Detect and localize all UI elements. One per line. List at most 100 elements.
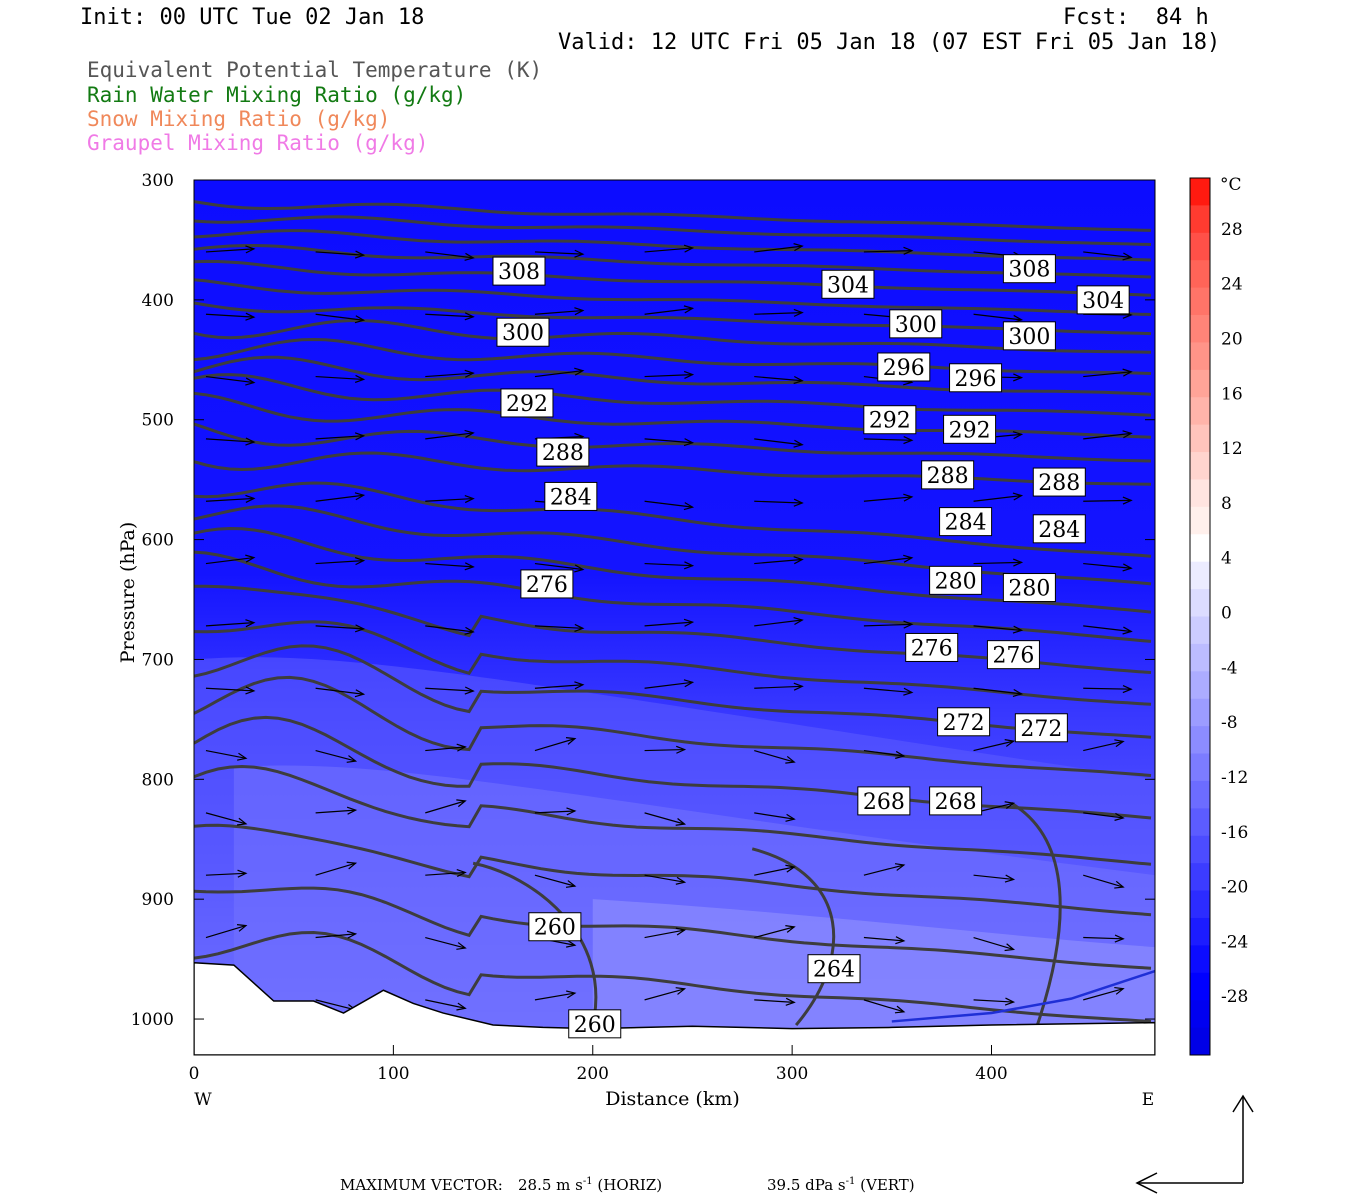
contour-label-text: 296: [883, 356, 925, 381]
contour-label: 288: [921, 460, 975, 490]
contour-label-text: 292: [869, 409, 911, 434]
wind-vector: [973, 874, 1016, 883]
wind-vector: [205, 375, 256, 386]
wind-vector: [205, 812, 248, 826]
colorbar-tick-label: 0: [1221, 604, 1232, 624]
contour-label: 288: [536, 437, 590, 467]
contour-label-box: [929, 786, 983, 816]
contour-label-text: 292: [506, 392, 548, 417]
contour-label-box: [500, 388, 554, 418]
contour-label: 296: [949, 363, 1003, 393]
contour-label-box: [492, 256, 546, 286]
x-tick-label: 300: [776, 1064, 808, 1084]
wind-vector: [315, 749, 358, 763]
y-tick-label: 500: [142, 411, 174, 431]
wind-vector: [863, 749, 906, 759]
contour-label: 272: [937, 707, 991, 737]
contour-label: 308: [492, 256, 546, 286]
contour-label-box: [949, 363, 1003, 393]
wind-vector: [315, 861, 358, 876]
contour-label-box: [1002, 321, 1056, 351]
contour-label: 292: [500, 388, 554, 418]
y-tick-label: 400: [142, 291, 174, 311]
colorbar-swatch: [1190, 534, 1210, 563]
wind-vector: [644, 618, 695, 627]
contour-label-text: 260: [574, 1013, 616, 1038]
wind-vector: [425, 936, 467, 950]
colorbar-swatch: [1190, 287, 1210, 316]
contour-label-text: 304: [827, 273, 869, 298]
colorbar-swatch: [1190, 589, 1210, 617]
wind-vector: [644, 874, 687, 885]
contour-label-box: [889, 309, 943, 339]
max-vector-label: MAXIMUM VECTOR:: [340, 1176, 503, 1194]
contour-label: 300: [496, 317, 550, 347]
colorbar-swatch: [1190, 205, 1210, 234]
y-tick-label: 900: [142, 890, 174, 910]
colorbar-swatch: [1190, 1027, 1210, 1056]
contour-label-text: 288: [542, 441, 584, 466]
wind-vector: [205, 924, 248, 939]
contour-label: 300: [1002, 321, 1056, 351]
colorbar-swatch: [1190, 452, 1210, 480]
contour-label-text: 264: [813, 958, 855, 983]
wind-vector: [315, 624, 366, 633]
contour-label-box: [821, 269, 875, 299]
contour-label-box: [1002, 573, 1056, 603]
contour-label-text: 300: [502, 321, 544, 346]
colorbar-swatch: [1190, 835, 1210, 864]
plot-frame: [193, 179, 1156, 1056]
valid-time: Valid: 12 UTC Fri 05 Jan 18 (07 EST Fri …: [558, 30, 1221, 55]
colorbar-swatch: [1190, 808, 1210, 837]
contour-label-text: 288: [927, 464, 969, 489]
colorbar-swatch: [1190, 1000, 1210, 1029]
theta-e-contour-line: [1010, 802, 1062, 1026]
wind-vector: [644, 438, 695, 447]
wind-vector: [425, 562, 475, 571]
wind-vector: [1083, 874, 1125, 889]
contour-label-box: [921, 460, 975, 490]
legend-theta-e: Equivalent Potential Temperature (K): [87, 58, 543, 82]
contour-label-box: [1032, 467, 1086, 497]
colorbar-tick-label: -12: [1221, 768, 1248, 788]
contour-label-box: [877, 352, 931, 382]
colorbar-tick-label: -8: [1221, 713, 1238, 733]
wind-vector: [973, 936, 1016, 952]
y-tick-label: 1000: [131, 1010, 174, 1030]
contour-label-box: [1076, 285, 1130, 315]
contour-label: 284: [939, 507, 993, 537]
contour-label-box: [544, 481, 598, 511]
wind-vector: [644, 561, 695, 570]
contour-label-text: 300: [895, 313, 937, 338]
x-tick-label: 200: [577, 1064, 609, 1084]
contour-label-text: 308: [1008, 258, 1050, 283]
contour-label: 280: [929, 565, 983, 595]
contour-label-box: [929, 565, 983, 595]
contour-label: 304: [1076, 285, 1130, 315]
wind-vector: [425, 251, 475, 261]
contour-label: 296: [877, 352, 931, 382]
contour-label: 264: [807, 954, 861, 984]
wind-vector: [315, 930, 358, 939]
wind-vector: [315, 313, 366, 324]
wind-vector: [315, 432, 366, 441]
wind-vector: [205, 437, 256, 446]
theta-e-contour-line: [194, 259, 1152, 297]
contour-label-text: 268: [863, 790, 905, 815]
colorbar-tick-label: 24: [1221, 275, 1243, 295]
colorbar-swatch: [1190, 506, 1210, 535]
wind-vector: [754, 925, 796, 939]
contour-label: 260: [528, 912, 582, 942]
wind-vector: [315, 806, 358, 815]
wind-vector: [534, 307, 585, 316]
colorbar-swatch: [1190, 863, 1210, 892]
contour-label-box: [1014, 713, 1068, 743]
theta-e-contour-line: [194, 644, 1152, 739]
theta-e-contour-line: [194, 823, 1152, 917]
wind-vector: [644, 812, 687, 826]
wind-vector: [205, 619, 256, 628]
contour-label-box: [1002, 254, 1056, 284]
wind-vector: [425, 312, 475, 321]
temperature-band: [592, 899, 1155, 1055]
contour-label-box: [496, 317, 550, 347]
